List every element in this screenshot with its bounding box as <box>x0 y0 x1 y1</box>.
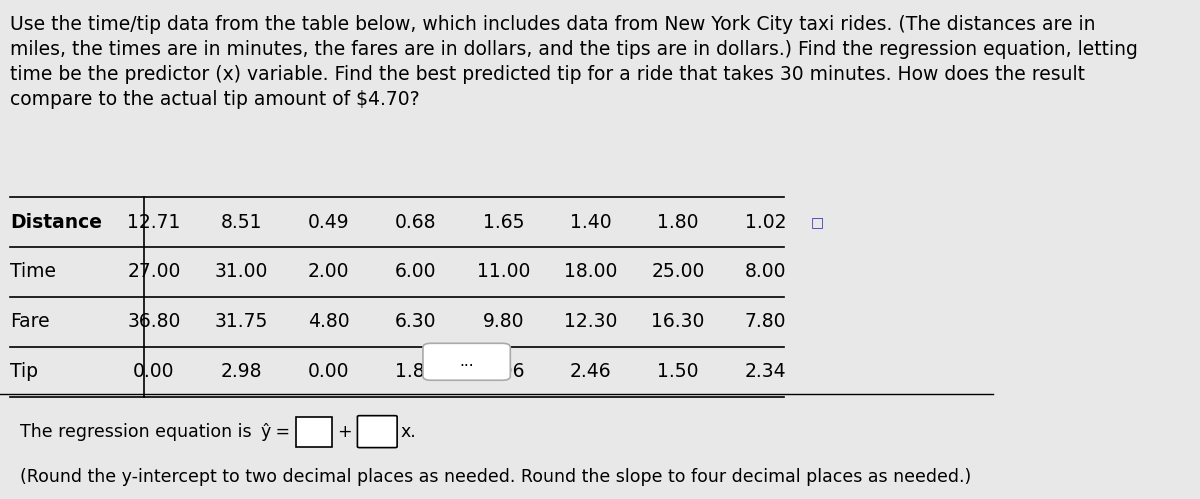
Text: 9.80: 9.80 <box>482 312 524 331</box>
Text: 31.00: 31.00 <box>215 262 268 281</box>
Text: x.: x. <box>400 423 416 441</box>
Text: The regression equation is: The regression equation is <box>20 423 257 441</box>
Text: 0.68: 0.68 <box>395 213 437 232</box>
Text: 11.00: 11.00 <box>476 262 530 281</box>
Text: Use the time/tip data from the table below, which includes data from New York Ci: Use the time/tip data from the table bel… <box>10 15 1138 109</box>
Text: 1.65: 1.65 <box>482 213 524 232</box>
Text: Distance: Distance <box>10 213 102 232</box>
Text: ...: ... <box>460 354 474 369</box>
Text: 4.80: 4.80 <box>308 312 349 331</box>
Text: 7.80: 7.80 <box>745 312 786 331</box>
Text: +: + <box>337 423 352 441</box>
Text: □: □ <box>810 215 823 229</box>
Text: 8.51: 8.51 <box>221 213 262 232</box>
Text: 1.96: 1.96 <box>482 362 524 381</box>
Text: 1.80: 1.80 <box>658 213 698 232</box>
Text: 27.00: 27.00 <box>127 262 180 281</box>
FancyBboxPatch shape <box>296 417 331 447</box>
Text: 6.30: 6.30 <box>395 312 437 331</box>
Text: ŷ: ŷ <box>260 423 270 441</box>
Text: 0.00: 0.00 <box>133 362 175 381</box>
Text: 1.40: 1.40 <box>570 213 612 232</box>
Text: 2.34: 2.34 <box>745 362 786 381</box>
Text: Fare: Fare <box>10 312 49 331</box>
Text: 12.71: 12.71 <box>127 213 180 232</box>
FancyBboxPatch shape <box>422 343 510 380</box>
Text: 0.00: 0.00 <box>308 362 349 381</box>
Text: 8.00: 8.00 <box>745 262 786 281</box>
Text: Time: Time <box>10 262 56 281</box>
Text: 36.80: 36.80 <box>127 312 180 331</box>
Text: 1.02: 1.02 <box>745 213 786 232</box>
Text: 25.00: 25.00 <box>652 262 704 281</box>
Text: 1.50: 1.50 <box>658 362 698 381</box>
Text: Tip: Tip <box>10 362 38 381</box>
FancyBboxPatch shape <box>358 416 397 448</box>
Text: 31.75: 31.75 <box>215 312 268 331</box>
Text: 2.46: 2.46 <box>570 362 612 381</box>
Text: 2.98: 2.98 <box>221 362 262 381</box>
Text: 12.30: 12.30 <box>564 312 618 331</box>
Text: 18.00: 18.00 <box>564 262 618 281</box>
Text: 2.00: 2.00 <box>308 262 349 281</box>
Text: (Round the y-intercept to two decimal places as needed. Round the slope to four : (Round the y-intercept to two decimal pl… <box>20 468 971 486</box>
Text: 0.49: 0.49 <box>308 213 349 232</box>
Text: 6.00: 6.00 <box>395 262 437 281</box>
Text: =: = <box>270 423 295 441</box>
Text: 16.30: 16.30 <box>652 312 704 331</box>
Text: 1.89: 1.89 <box>395 362 437 381</box>
